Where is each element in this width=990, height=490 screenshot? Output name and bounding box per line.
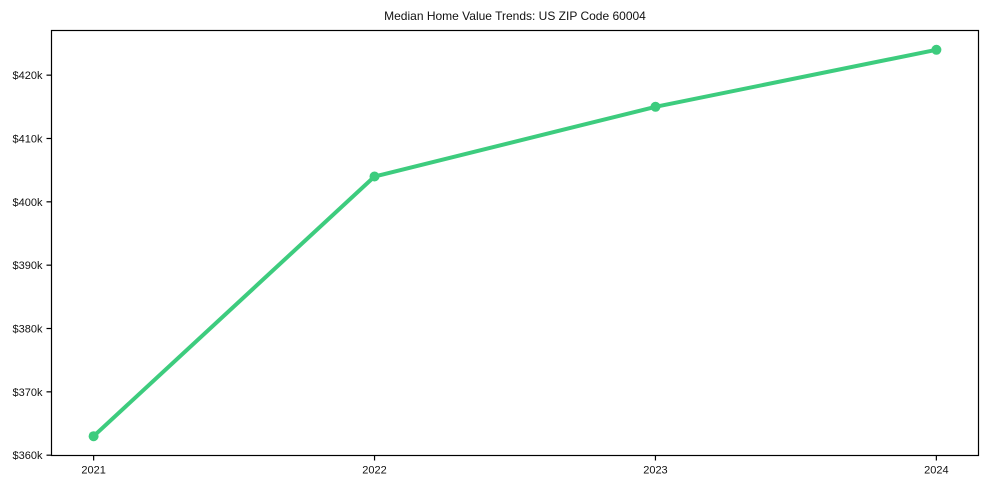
x-tick-label: 2021 bbox=[81, 465, 105, 477]
series-line bbox=[91, 47, 939, 439]
y-tick-label: $390k bbox=[13, 260, 43, 272]
y-tick-label: $360k bbox=[13, 450, 43, 462]
plot-border bbox=[50, 29, 980, 457]
data-point-marker bbox=[650, 101, 661, 112]
y-tick-label: $380k bbox=[13, 324, 43, 336]
data-point-marker bbox=[931, 44, 942, 55]
y-tick-label: $400k bbox=[13, 197, 43, 209]
x-tick-label: 2022 bbox=[362, 465, 386, 477]
series-layer bbox=[88, 44, 942, 442]
axes-layer: $360k $370k $380k $390k $400k $410k $420k 2021 2… bbox=[13, 29, 980, 477]
x-tick-label: 2023 bbox=[643, 465, 667, 477]
data-point-marker bbox=[88, 431, 99, 442]
y-tick-label: $420k bbox=[13, 70, 43, 82]
x-tick-label: 2024 bbox=[924, 465, 948, 477]
y-tick-label: $370k bbox=[13, 387, 43, 399]
data-point-marker bbox=[369, 171, 380, 182]
y-tick-label: $410k bbox=[13, 133, 43, 145]
chart-title: Median Home Value Trends: US ZIP Code 60… bbox=[384, 9, 646, 23]
